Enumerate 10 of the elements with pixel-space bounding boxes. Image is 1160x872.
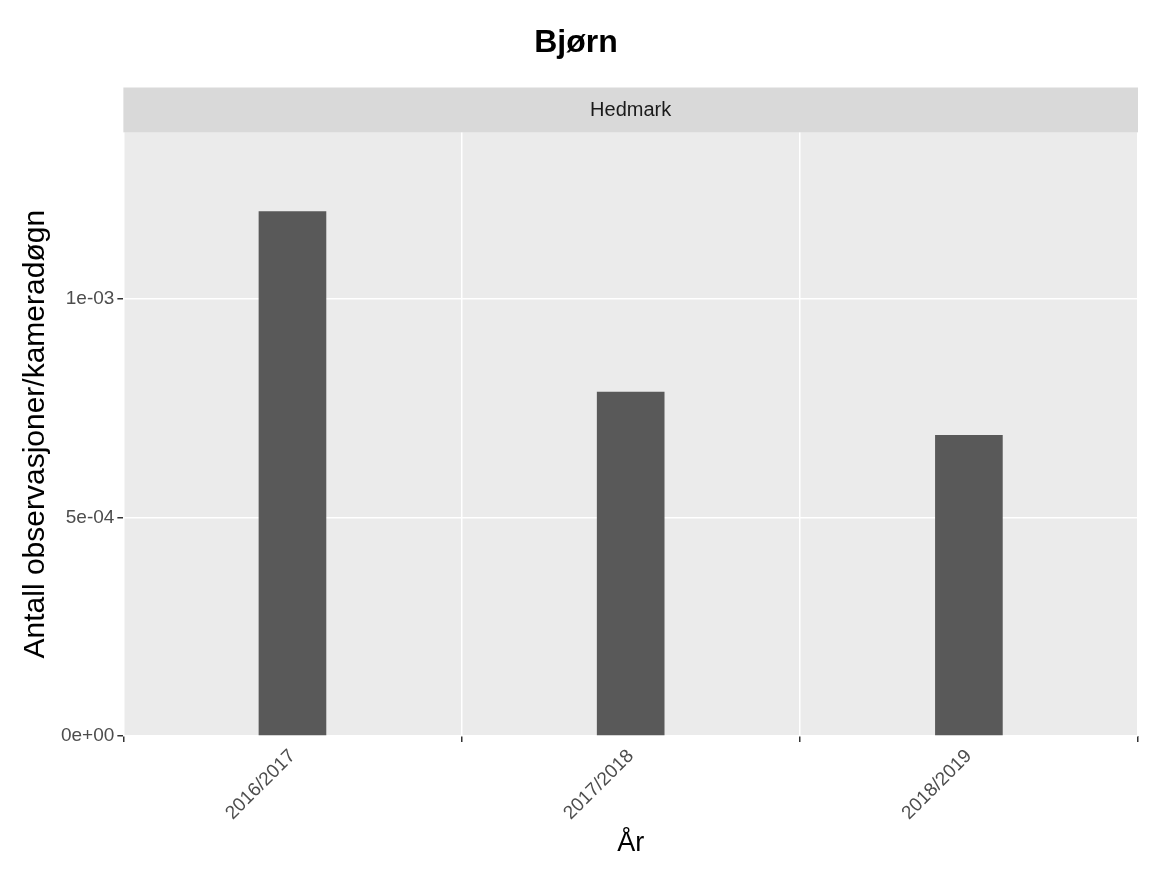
bar xyxy=(258,211,327,736)
x-axis-title: År xyxy=(617,826,645,858)
y-tick-label: 1e-03 xyxy=(65,286,115,308)
y-tick-label: 5e-04 xyxy=(65,505,115,527)
bar xyxy=(935,435,1003,736)
chart-title: Bjørn xyxy=(534,23,618,60)
chart-subtitle: Hedmark xyxy=(590,97,673,120)
y-axis-title: Antall observasjoner/kameradøgn xyxy=(17,209,51,659)
y-tick-label: 0e+00 xyxy=(60,724,115,746)
bar xyxy=(596,391,665,736)
